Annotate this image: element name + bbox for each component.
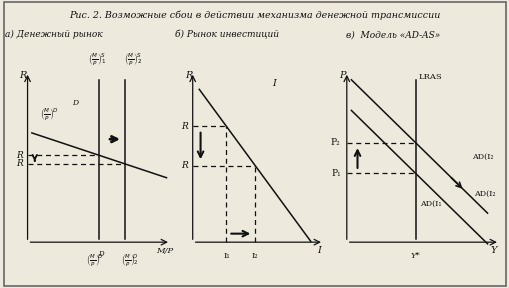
Text: I₁: I₁ [222, 251, 229, 259]
Text: R: R [181, 161, 188, 170]
Text: а) Денежный рынок: а) Денежный рынок [5, 30, 102, 39]
Text: AD(I₁: AD(I₁ [419, 200, 441, 208]
Text: Рис. 2. Возможные сбои в действии механизма денежной трансмиссии: Рис. 2. Возможные сбои в действии механи… [69, 10, 440, 20]
Text: R: R [16, 159, 22, 168]
Text: $\left(\frac{M}{P}\right)^{\!D}_{\ }$: $\left(\frac{M}{P}\right)^{\!D}_{\ }$ [86, 252, 103, 269]
Text: $\left(\frac{M}{P}\right)^{\!D}$: $\left(\frac{M}{P}\right)^{\!D}$ [40, 106, 58, 123]
Text: AD(I₂: AD(I₂ [471, 153, 493, 161]
Text: в)  Модель «AD-AS»: в) Модель «AD-AS» [345, 30, 439, 39]
Text: AD(I₂: AD(I₂ [473, 190, 494, 198]
Text: I₂: I₂ [251, 251, 258, 259]
Text: P: P [338, 71, 345, 80]
Text: R: R [19, 71, 27, 80]
Text: R: R [185, 71, 192, 80]
Text: Y*: Y* [410, 251, 420, 259]
Text: R: R [16, 151, 22, 160]
Text: I: I [316, 246, 320, 255]
Text: D: D [72, 98, 78, 107]
Text: $\left(\frac{M}{P}\right)^{\!S}_{1}$: $\left(\frac{M}{P}\right)^{\!S}_{1}$ [88, 52, 106, 69]
Text: P₁: P₁ [330, 169, 340, 178]
Text: $\left(\frac{M}{P}\right)^{\!S}_{2}$: $\left(\frac{M}{P}\right)^{\!S}_{2}$ [124, 52, 142, 69]
Text: R: R [181, 122, 188, 131]
Text: LRAS: LRAS [418, 73, 442, 81]
Text: Y: Y [490, 246, 496, 255]
Text: P₂: P₂ [330, 138, 340, 147]
Text: I: I [271, 79, 275, 88]
Text: $\left(\frac{M}{P}\right)^{\!D}_{2}$: $\left(\frac{M}{P}\right)^{\!D}_{2}$ [121, 252, 138, 269]
Text: M/P: M/P [156, 247, 174, 255]
Text: D: D [98, 250, 104, 258]
Text: б) Рынок инвестиций: б) Рынок инвестиций [175, 30, 278, 39]
